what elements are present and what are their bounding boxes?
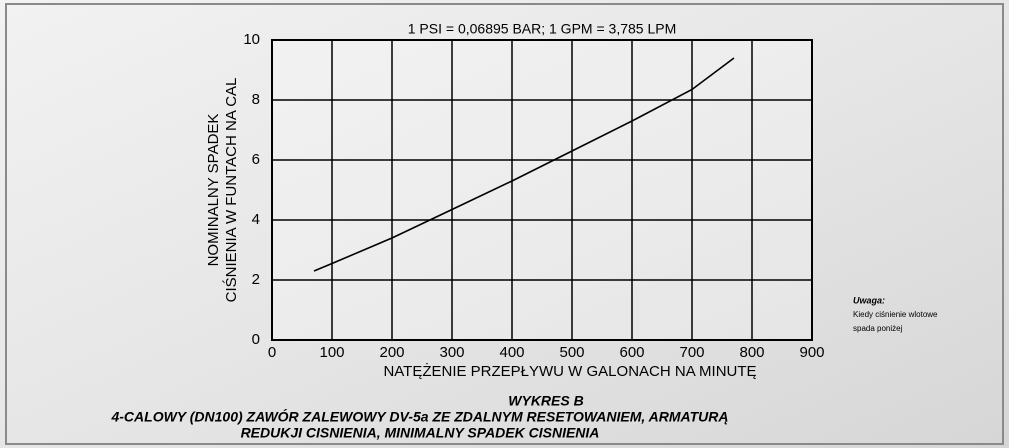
caption: WYKRES B <box>508 393 583 409</box>
x-tick-label: 0 <box>268 344 276 361</box>
chart-title: 1 PSI = 0,06895 BAR; 1 GPM = 3,785 LPM <box>408 21 677 37</box>
x-tick-label: 300 <box>439 344 464 361</box>
plot-area <box>272 40 812 340</box>
y-tick-label: 2 <box>252 271 260 288</box>
x-tick-label: 900 <box>799 344 824 361</box>
x-tick-label: 700 <box>679 344 704 361</box>
x-tick-label: 800 <box>739 344 764 361</box>
y-tick-label: 8 <box>252 91 260 108</box>
note-text: spada poniżej <box>853 324 903 333</box>
x-tick-label: 500 <box>559 344 584 361</box>
caption: 4-CALOWY (DN100) ZAWÓR ZALEWOWY DV-5a ZE… <box>110 408 728 425</box>
x-tick-label: 400 <box>499 344 524 361</box>
x-tick-label: 200 <box>379 344 404 361</box>
y-tick-label: 0 <box>252 331 260 348</box>
y-tick-label: 6 <box>252 151 260 168</box>
y-axis-label: CIŚNIENIA W FUNTACH NA CAL <box>222 78 240 303</box>
chart: 1 PSI = 0,06895 BAR; 1 GPM = 3,785 LPM N… <box>0 0 1009 448</box>
x-tick-label: 600 <box>619 344 644 361</box>
y-tick-label: 10 <box>243 31 260 48</box>
caption: REDUKJI CISNIENIA, MINIMALNY SPADEK CISN… <box>241 425 600 441</box>
note-title: Uwaga: <box>853 295 885 305</box>
note-text: Kiedy ciśnienie wlotowe <box>853 310 938 319</box>
y-axis-label: NOMINALNY SPADEK <box>205 114 222 267</box>
y-tick-label: 4 <box>252 211 260 228</box>
x-axis-label: NATĘŻENIE PRZEPŁYWU W GALONACH NA MINUTĘ <box>383 362 756 380</box>
x-tick-label: 100 <box>319 344 344 361</box>
